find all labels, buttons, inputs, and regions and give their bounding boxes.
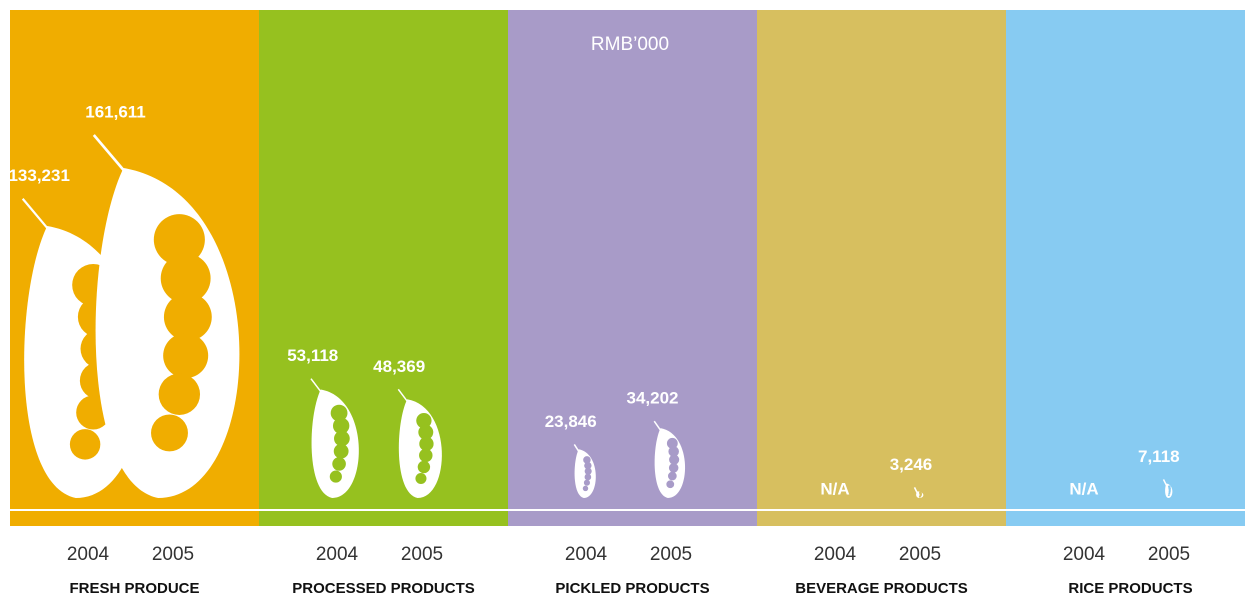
pod-pea [419,449,432,462]
chart: RMB’000 FRESH PRODUCE 2004 133,231 2005 161,… [0,0,1245,602]
year-label: 2004 [316,544,359,565]
pod-pea [583,486,588,491]
pod-pea [151,414,188,451]
panel [757,10,1006,526]
value-label: 53,118 [287,346,338,365]
year-label: 2004 [565,544,608,565]
pod-pea [330,471,342,483]
panel [508,10,757,526]
page: RMB’000 FRESH PRODUCE 2004 133,231 2005 161,… [0,0,1245,602]
year-label: 2005 [401,544,443,565]
category-label: RICE PRODUCTS [1068,580,1192,597]
year-label: 2005 [650,544,692,565]
value-label: 23,846 [545,412,597,431]
pod-pea [584,480,590,486]
value-label: 133,231 [8,166,69,185]
pod-pea [334,444,349,459]
pod-pea [585,474,592,481]
pod-pea [1168,492,1170,494]
pod-pea [70,429,100,459]
value-label: 48,369 [373,357,425,376]
value-label: 3,246 [890,455,933,474]
pod-pea [919,496,921,498]
pod-pea [668,472,677,481]
panel [1006,10,1245,526]
category-label: PICKLED PRODUCTS [555,580,709,597]
year-label: 2004 [67,544,110,565]
unit-label: RMB’000 [591,34,669,55]
year-label: 2005 [899,544,941,565]
value-label: 34,202 [627,389,679,408]
year-label: 2005 [152,544,194,565]
panel [259,10,508,526]
value-label: 7,118 [1138,447,1180,466]
pod-pea [418,461,430,473]
year-label: 2004 [1063,544,1106,565]
pod-pea [159,374,200,415]
pod-pea [1168,494,1170,496]
category-label: BEVERAGE PRODUCTS [795,580,968,597]
value-label: 161,611 [85,102,146,121]
pod-pea [415,473,426,484]
category-label: PROCESSED PRODUCTS [292,580,475,597]
pod-pea [669,463,679,473]
year-label: 2004 [814,544,857,565]
value-label: N/A [1069,479,1098,498]
pod-pea [163,333,208,378]
category-label: FRESH PRODUCE [69,580,199,597]
pod-pea [666,480,674,488]
value-label: N/A [820,479,849,498]
pod-pea [332,457,346,471]
year-label: 2005 [1148,544,1190,565]
